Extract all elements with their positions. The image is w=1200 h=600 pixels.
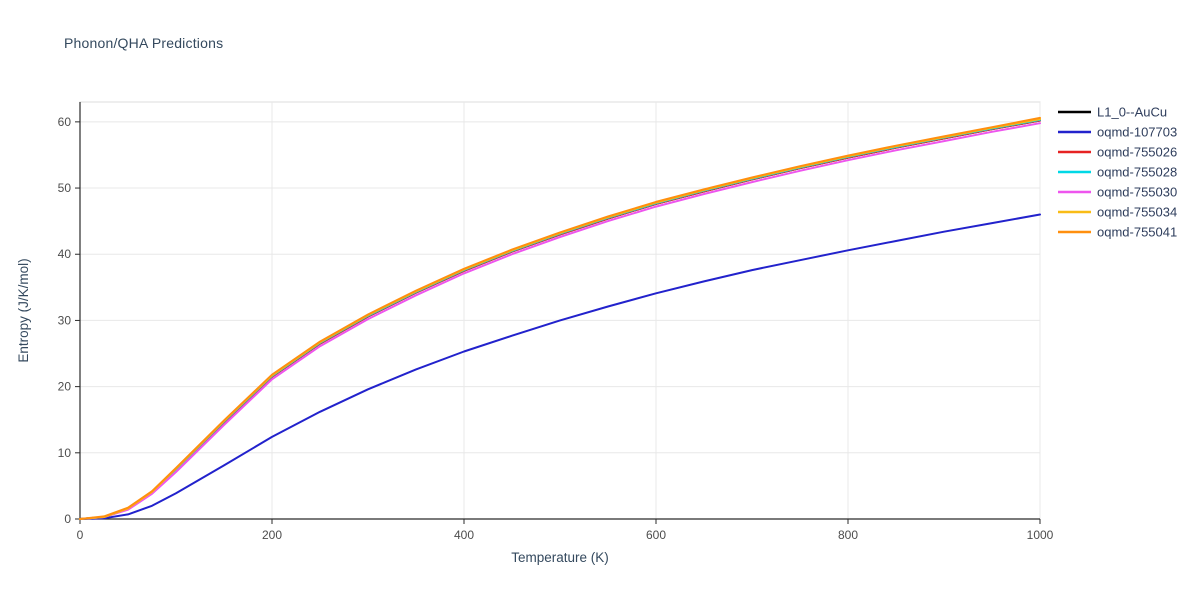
x-tick-label: 600 <box>646 528 666 542</box>
y-tick-label: 60 <box>58 115 72 129</box>
legend-label: oqmd-755034 <box>1097 205 1177 220</box>
legend-label: oqmd-755041 <box>1097 225 1177 240</box>
series-line-oqmd-755034 <box>79 118 1041 520</box>
legend-item: oqmd-755026 <box>1058 145 1177 160</box>
legend-item: oqmd-755034 <box>1058 205 1177 220</box>
chart-title: Phonon/QHA Predictions <box>64 35 224 51</box>
y-tick-label: 0 <box>64 512 71 526</box>
series-line-oqmd-755041 <box>79 116 1041 520</box>
x-tick-label: 0 <box>77 528 84 542</box>
y-tick-label: 40 <box>58 247 72 261</box>
legend-label: oqmd-755028 <box>1097 165 1177 180</box>
series-line-oqmd-755030 <box>79 122 1041 520</box>
x-tick-label: 800 <box>838 528 858 542</box>
legend-item: oqmd-755028 <box>1058 165 1177 180</box>
legend-item: oqmd-755041 <box>1058 225 1177 240</box>
legend-item: L1_0--AuCu <box>1058 105 1167 120</box>
y-tick-label: 50 <box>58 181 72 195</box>
legend-label: L1_0--AuCu <box>1097 105 1167 120</box>
legend-label: oqmd-755026 <box>1097 145 1177 160</box>
y-tick-label: 10 <box>58 446 72 460</box>
legend-label: oqmd-107703 <box>1097 125 1177 140</box>
x-tick-label: 200 <box>262 528 282 542</box>
x-axis-title: Temperature (K) <box>511 550 609 565</box>
plot-border <box>79 101 1041 520</box>
series-line-oqmd-107703 <box>79 213 1041 520</box>
legend-item: oqmd-755030 <box>1058 185 1177 200</box>
y-tick-label: 30 <box>58 313 72 327</box>
y-tick-label: 20 <box>58 380 72 394</box>
x-tick-label: 1000 <box>1027 528 1054 542</box>
legend-item: oqmd-107703 <box>1058 125 1177 140</box>
x-tick-label: 400 <box>454 528 474 542</box>
y-axis-title: Entropy (J/K/mol) <box>16 258 31 362</box>
legend-label: oqmd-755030 <box>1097 185 1177 200</box>
